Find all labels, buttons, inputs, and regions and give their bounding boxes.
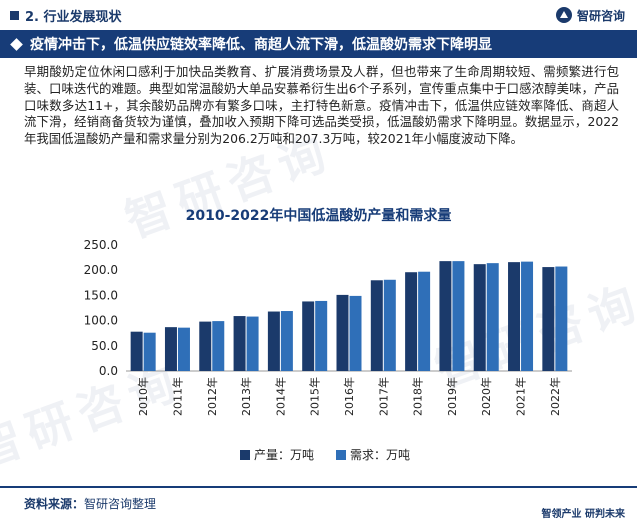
bar-demand <box>486 263 499 371</box>
bar-demand <box>280 311 293 371</box>
bar-production <box>233 316 246 371</box>
headline-banner: 疫情冲击下，低温供应链效率降低、商超人流下滑，低温酸奶需求下降明显 <box>0 30 637 58</box>
x-tick-label: 2016年 <box>342 377 356 416</box>
bar-production <box>267 311 280 371</box>
bar-demand <box>521 261 534 371</box>
x-tick-label: 2021年 <box>514 377 528 416</box>
y-tick-label: 50.0 <box>91 339 118 353</box>
bar-demand <box>143 332 156 371</box>
x-tick-label: 2013年 <box>239 377 253 416</box>
x-tick-label: 2014年 <box>273 377 287 416</box>
bar-production <box>473 264 486 371</box>
body-paragraph: 早期酸奶定位休闲口感利于加快品类教育、扩展消费场景及人群，但也带来了生命周期较短… <box>24 64 619 147</box>
bar-chart: 0.0 50.0 100.0 150.0 200.0 250.0 2010年 2011年 201… <box>84 238 572 462</box>
bar-demand <box>418 271 431 371</box>
y-tick-label: 250.0 <box>84 238 118 252</box>
x-tick-label: 2022年 <box>548 377 562 416</box>
section-title-text: 2. 行业发展现状 <box>25 9 122 25</box>
bar-demand <box>555 266 568 371</box>
footer-divider <box>0 486 637 488</box>
y-tick-label: 150.0 <box>84 288 118 302</box>
bar-demand <box>452 261 465 371</box>
source-value: 智研咨询整理 <box>84 497 157 511</box>
bar-production <box>508 262 521 371</box>
bar-production <box>164 327 177 371</box>
x-tick-label: 2010年 <box>136 377 150 416</box>
chart-title: 2010-2022年中国低温酸奶产量和需求量 <box>185 208 452 224</box>
bar-demand <box>212 321 225 371</box>
square-bullet-icon <box>10 10 19 20</box>
legend-swatch-demand <box>336 450 346 460</box>
bar-production <box>370 280 383 371</box>
x-tick-label: 2018年 <box>411 377 425 416</box>
legend-label-production: 产量：万吨 <box>254 448 314 462</box>
bar-production <box>542 267 555 371</box>
y-tick-label: 100.0 <box>84 314 118 328</box>
brand-logo-icon <box>555 7 572 23</box>
diamond-bullet-icon <box>10 37 23 51</box>
bar-demand <box>383 279 396 371</box>
x-tick-label: 2017年 <box>376 377 390 416</box>
y-tick-label: 200.0 <box>84 263 118 277</box>
bar-demand <box>349 295 362 371</box>
brand-name: 智研咨询 <box>576 8 625 23</box>
bar-production <box>199 321 212 371</box>
slogan: 智领产业 研判未来 <box>541 509 625 520</box>
bar-production <box>130 331 143 371</box>
bar-production <box>405 272 418 371</box>
bar-production <box>302 301 315 371</box>
bar-demand <box>246 316 259 371</box>
legend-swatch-production <box>240 450 250 460</box>
bar-production <box>336 294 349 371</box>
x-tick-label: 2012年 <box>205 377 219 416</box>
top-bar: 2. 行业发展现状 智研咨询 <box>0 0 637 30</box>
x-tick-label: 2015年 <box>308 377 322 416</box>
headline-text: 疫情冲击下，低温供应链效率降低、商超人流下滑，低温酸奶需求下降明显 <box>30 37 492 53</box>
y-tick-label: 0.0 <box>99 364 118 378</box>
bar-production <box>439 261 452 371</box>
source-label: 资料来源： <box>24 497 85 511</box>
x-tick-label: 2020年 <box>479 377 493 416</box>
brand-logo: 智研咨询 <box>555 6 625 24</box>
source-note: 资料来源：智研咨询整理 <box>24 495 156 512</box>
bar-demand <box>177 327 190 371</box>
x-tick-label: 2019年 <box>445 377 459 416</box>
legend-label-demand: 需求：万吨 <box>350 448 410 462</box>
section-title: 2. 行业发展现状 <box>10 6 122 25</box>
bar-demand <box>315 300 328 371</box>
x-tick-label: 2011年 <box>170 377 184 416</box>
